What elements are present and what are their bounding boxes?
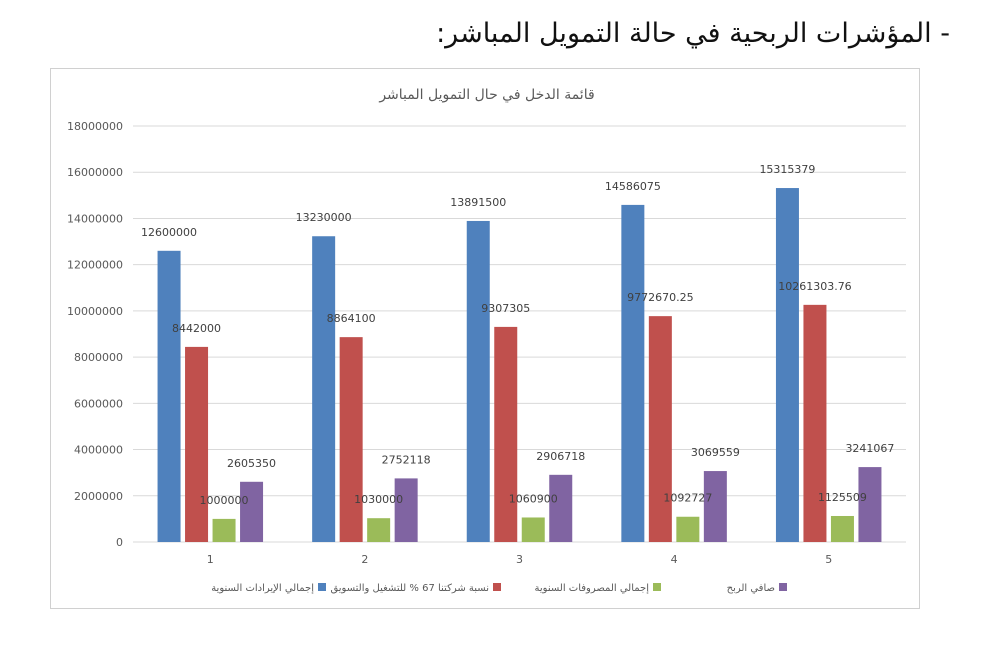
y-tick-label: 10000000 — [67, 305, 123, 318]
bar — [367, 518, 391, 542]
chart-title: قائمة الدخل في حال التمويل المباشر — [378, 87, 594, 103]
bar — [521, 517, 545, 542]
data-labels: 12600000 8442000 1000000 2605350 13230000 886… — [141, 163, 894, 507]
data-label: 8442000 — [172, 322, 221, 335]
legend-label: نسبة شركتنا 67 % للتشغيل والتسويق — [330, 583, 489, 594]
bar — [312, 236, 336, 543]
legend-swatch — [318, 583, 326, 591]
x-tick-label: 5 — [825, 553, 832, 566]
bar — [676, 516, 700, 542]
bar — [494, 326, 518, 542]
y-tick-label: 4000000 — [74, 444, 123, 457]
y-tick-label: 14000000 — [67, 212, 123, 225]
x-tick-label: 4 — [671, 553, 678, 566]
x-tick-label: 3 — [516, 553, 523, 566]
legend-swatch — [653, 583, 661, 591]
legend-label: إجمالي الإيرادات السنوية — [211, 583, 314, 594]
bar — [703, 471, 727, 542]
bar — [549, 474, 573, 542]
y-tick-label: 16000000 — [67, 166, 123, 179]
y-tick-label: 12000000 — [67, 259, 123, 272]
y-tick-label: 2000000 — [74, 490, 123, 503]
y-tick-label: 8000000 — [74, 351, 123, 364]
y-tick-label: 0 — [116, 536, 123, 549]
legend-label: صافي الربح — [727, 583, 775, 594]
bar — [394, 478, 418, 542]
y-tick-label: 6000000 — [74, 397, 123, 410]
bar — [648, 316, 672, 542]
bar — [185, 346, 209, 542]
legend-label: إجمالي المصروفات السنوية — [535, 583, 650, 594]
x-tick-label: 2 — [361, 553, 368, 566]
data-label: 9772670.25 — [627, 291, 693, 304]
data-label: 3069559 — [691, 446, 740, 459]
bar — [775, 188, 799, 543]
data-label: 2605350 — [227, 457, 276, 470]
data-label: 1092727 — [663, 492, 712, 505]
bar — [466, 220, 490, 542]
bars — [157, 188, 882, 543]
y-axis-ticks: 0 2000000 4000000 6000000 8000000 10000000 120… — [67, 120, 123, 549]
data-label: 1125509 — [818, 491, 867, 504]
data-label: 12600000 — [141, 226, 197, 239]
data-label: 9307305 — [481, 302, 530, 315]
x-axis-ticks: 1 2 3 4 5 — [207, 553, 832, 566]
data-label: 2752118 — [382, 453, 431, 466]
bar — [157, 250, 181, 543]
income-chart: قائمة الدخل في حال التمويل المباشر 0 2000… — [67, 87, 906, 594]
legend-swatch — [779, 583, 787, 591]
data-label: 3241067 — [845, 442, 894, 455]
legend-swatch — [493, 583, 501, 591]
data-label: 15315379 — [759, 163, 815, 176]
legend-item: نسبة شركتنا 67 % للتشغيل والتسويق — [330, 583, 501, 594]
legend-item: إجمالي المصروفات السنوية — [535, 583, 661, 594]
bar — [212, 518, 236, 542]
bar — [858, 467, 882, 542]
data-label: 1000000 — [200, 494, 249, 507]
bar — [830, 515, 854, 542]
data-label: 13230000 — [296, 211, 352, 224]
legend-item: صافي الربح — [727, 583, 787, 594]
legend: إجمالي الإيرادات السنوية نسبة شركتنا 67 %… — [211, 583, 787, 594]
data-label: 13891500 — [450, 196, 506, 209]
x-tick-label: 1 — [207, 553, 214, 566]
chart-frame: قائمة الدخل في حال التمويل المباشر 0 2000… — [50, 68, 920, 609]
y-tick-label: 18000000 — [67, 120, 123, 133]
legend-item: إجمالي الإيرادات السنوية — [211, 583, 326, 594]
bar — [621, 204, 645, 542]
bar — [803, 304, 827, 542]
data-label: 8864100 — [327, 312, 376, 325]
page-heading: - المؤشرات الربحية في حالة التمويل المبا… — [436, 18, 950, 49]
data-label: 14586075 — [605, 180, 661, 193]
bar — [240, 481, 264, 542]
data-label: 10261303.76 — [778, 280, 851, 293]
data-label: 1030000 — [354, 493, 403, 506]
data-label: 1060900 — [509, 492, 558, 505]
bar — [339, 337, 363, 542]
data-label: 2906718 — [536, 450, 585, 463]
